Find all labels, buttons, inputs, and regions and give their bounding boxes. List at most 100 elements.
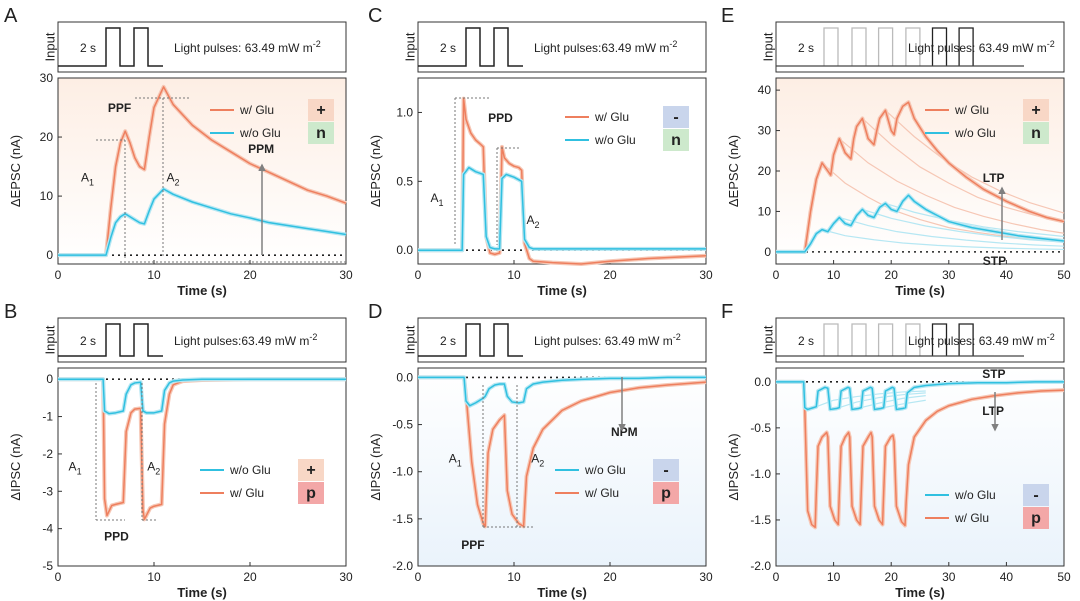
input-pulse [958, 323, 974, 356]
input-light-label: Light pulses: 63.49 mW m-2 [908, 39, 1055, 55]
y-tick-label: -1.5 [750, 513, 771, 527]
legend-badge-text: p [661, 485, 671, 502]
y-axis-label: ΔEPSC (nA) [726, 135, 741, 207]
legend-badge [1023, 484, 1049, 506]
x-tick-label: 0 [773, 570, 780, 584]
x-tick-label: 30 [339, 570, 353, 584]
y-tick-label: 0.0 [396, 370, 413, 384]
panel-d: D Input 2 s Light pulses: 63.49 mW m-2 0 10 20… [368, 301, 713, 600]
input-pulse-train [58, 323, 163, 357]
legend-label: w/o Glu [239, 126, 281, 140]
legend-badge-text: + [1031, 102, 1040, 119]
x-tick-label: 10 [507, 268, 521, 282]
legend-label: w/ Glu [954, 103, 989, 117]
input-pulse-train [418, 323, 523, 357]
y-axis-label: ΔIPSC (nA) [726, 433, 741, 500]
input-pulse [958, 27, 974, 66]
annotation-label: PPM [248, 142, 274, 156]
legend-badge-text: + [316, 102, 325, 119]
input-pulse [851, 323, 867, 356]
input-light-label: Light pulses:63.49 mW m-2 [534, 39, 677, 55]
legend-badge [298, 482, 324, 504]
y-tick-label: -2.0 [392, 559, 413, 573]
x-tick-label: 20 [885, 570, 899, 584]
y-tick-label: 20 [40, 130, 54, 144]
y-tick-label: 0.0 [754, 375, 771, 389]
input-gap-label: 2 s [80, 334, 96, 348]
legend-badge [298, 459, 324, 481]
annotation-label: LTP [982, 404, 1004, 418]
x-tick-label: 0 [415, 268, 422, 282]
legend-label: w/ Glu [229, 486, 264, 500]
annotation-label: A2 [147, 460, 160, 477]
series-line-noglu [58, 378, 346, 415]
faint-series-line [839, 216, 1065, 247]
y-tick-label: -2.0 [750, 559, 771, 573]
y-tick-label: 40 [758, 83, 772, 97]
input-gap-label: 2 s [440, 334, 456, 348]
legend-badge-text: - [1033, 487, 1038, 504]
legend-badge-text: + [306, 462, 315, 479]
y-tick-label: 20 [758, 164, 772, 178]
plot-frame [775, 367, 1065, 567]
y-tick-label: -2 [42, 447, 53, 461]
x-tick-label: 10 [147, 268, 161, 282]
y-axis-label: ΔIPSC (nA) [8, 433, 23, 500]
annotation-label: PPF [461, 538, 484, 552]
plot-background [776, 78, 1064, 264]
series-line-glu [776, 381, 1065, 529]
input-pulse [931, 27, 948, 66]
legend-label: w/o Glu [229, 463, 271, 477]
series-line-glu [418, 97, 707, 265]
input-pulse [905, 323, 921, 356]
legend-label: w/ Glu [954, 511, 989, 525]
x-tick-label: 30 [699, 268, 713, 282]
y-tick-label: -0.5 [392, 418, 413, 432]
legend-label: w/o Glu [954, 488, 996, 502]
y-tick-label: 0 [764, 245, 771, 259]
series-line-noglu [58, 188, 347, 256]
faint-series-line [861, 117, 1065, 223]
input-label: Input [403, 325, 418, 354]
faint-series-line [861, 395, 926, 409]
panel-c: C Input 2 s Light pulses:63.49 mW m-2 0 10 20 3… [368, 5, 713, 298]
input-light-label: Light pulses: 63.49 mW m-2 [174, 39, 321, 55]
legend-badge [663, 106, 689, 128]
x-tick-label: 10 [507, 570, 521, 584]
faint-series-line [862, 208, 1065, 243]
y-axis-label: ΔEPSC (nA) [8, 135, 23, 207]
input-gap-label: 2 s [440, 41, 456, 55]
legend-badge [1023, 122, 1049, 144]
x-axis-label: Time (s) [537, 283, 587, 298]
y-tick-label: 0 [46, 372, 53, 386]
y-tick-label: -1 [42, 410, 53, 424]
panel-letter: C [368, 5, 382, 27]
annotation-label: STP [983, 254, 1006, 268]
legend-label: w/o Glu [954, 126, 996, 140]
input-pulse [877, 27, 894, 66]
annotation-label: LTP [983, 171, 1005, 185]
input-pulse-train [418, 27, 523, 67]
legend-badge-text: n [1031, 125, 1041, 142]
x-axis-label: Time (s) [895, 585, 945, 600]
annotation-label: PPD [104, 530, 129, 544]
legend-badge [1023, 507, 1049, 529]
legend-badge [1023, 99, 1049, 121]
series-line-noglu [418, 376, 706, 407]
input-label: Input [761, 325, 776, 354]
input-pulse [823, 323, 839, 356]
x-tick-label: 0 [415, 570, 422, 584]
legend-badge [653, 482, 679, 504]
x-tick-label: 40 [1000, 570, 1014, 584]
annotation-label: PPF [108, 101, 131, 115]
series-line-glu [58, 378, 346, 521]
x-tick-label: 0 [773, 268, 780, 282]
y-tick-label: 0.5 [396, 174, 413, 188]
plot-frame [417, 367, 707, 567]
y-tick-label: 0 [46, 248, 53, 262]
annotation-label: NPM [611, 425, 638, 439]
legend-label: w/ Glu [239, 103, 274, 117]
y-tick-label: -5 [42, 559, 53, 573]
input-pulse [905, 27, 921, 66]
